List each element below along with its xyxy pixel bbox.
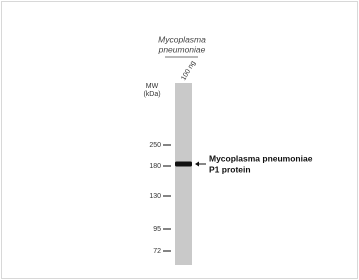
marker-label: 130 xyxy=(149,193,161,200)
title-line: Mycoplasma xyxy=(158,34,206,44)
figure: Mycoplasma pneumoniae 100 ng MW (kDa) 25… xyxy=(0,0,359,280)
band xyxy=(175,162,192,167)
title-line: pneumoniae xyxy=(158,44,206,54)
mw-label: (kDa) xyxy=(143,91,160,98)
annotation: Mycoplasma pneumoniae xyxy=(209,153,313,163)
marker-label: 95 xyxy=(153,226,161,233)
annotation: P1 protein xyxy=(209,164,251,174)
marker-label: 72 xyxy=(153,248,161,255)
page: Mycoplasma pneumoniae 100 ng MW (kDa) 25… xyxy=(0,0,359,280)
marker-label: 250 xyxy=(149,142,161,149)
lane xyxy=(175,83,192,265)
marker-label: 180 xyxy=(149,163,161,170)
mw-label: MW xyxy=(146,83,159,90)
